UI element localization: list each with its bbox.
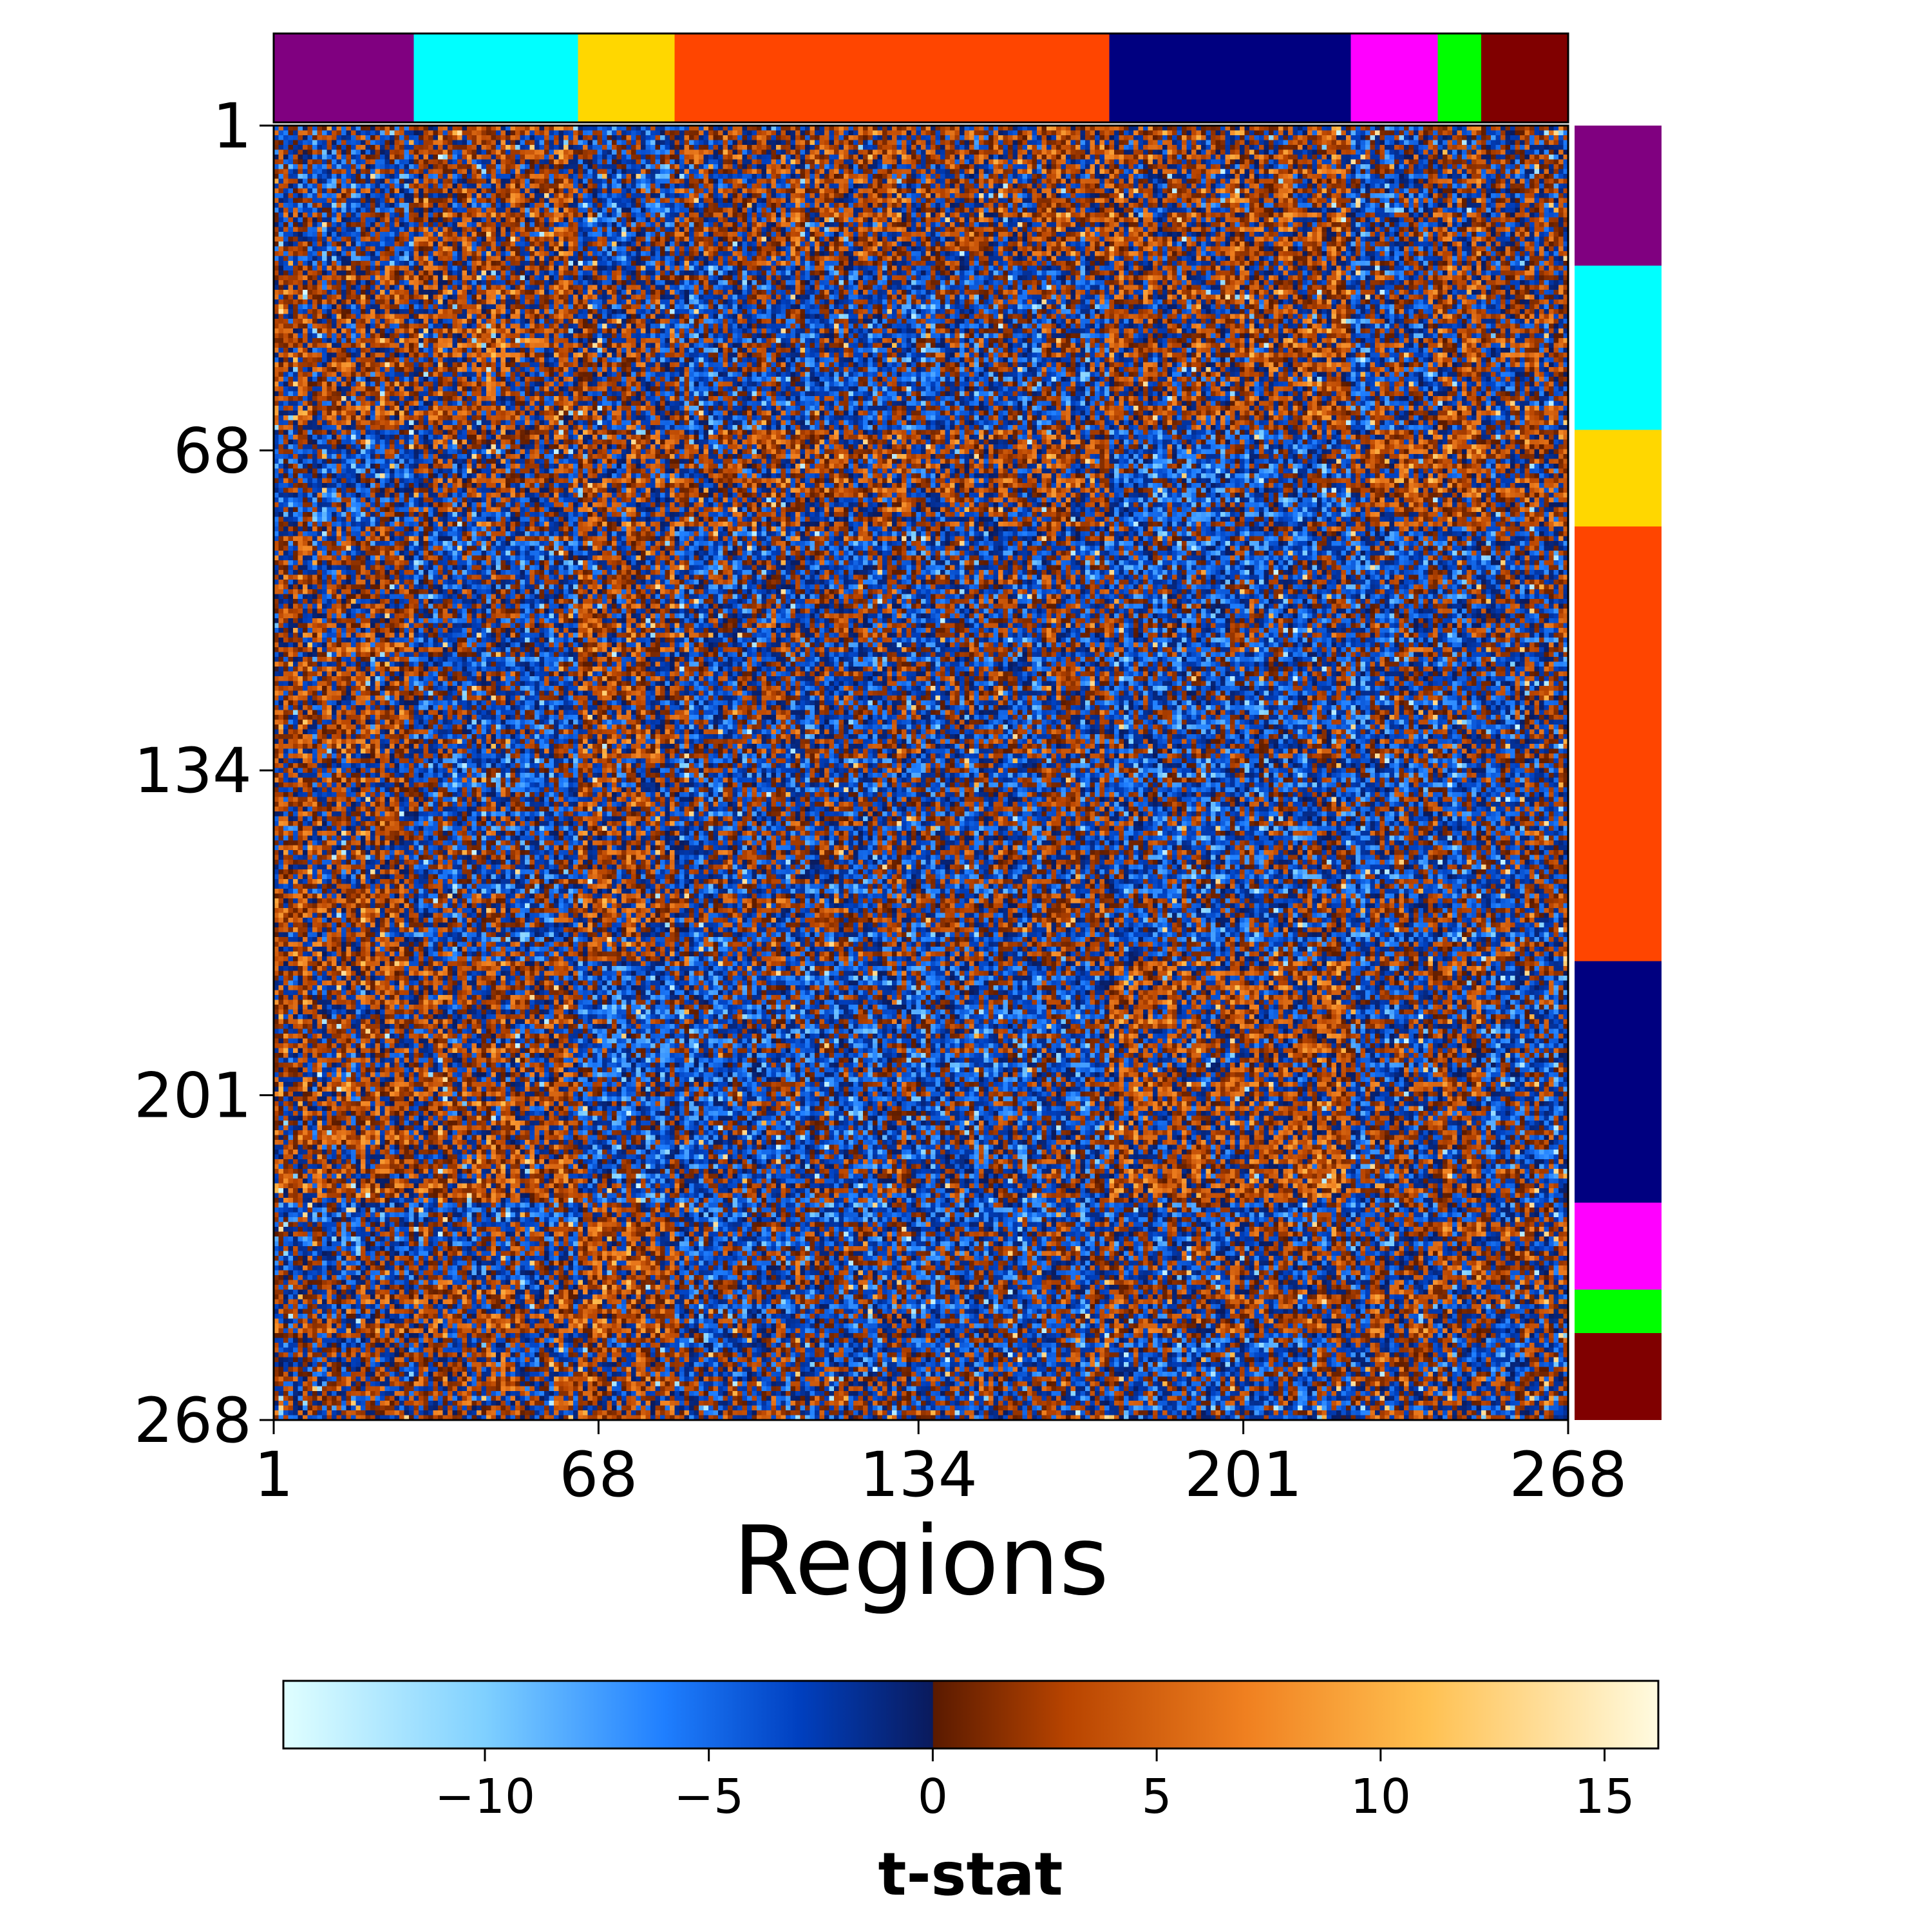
network-side-segment-5: [1575, 961, 1662, 1203]
colorbar-tick-label: 0: [918, 1769, 948, 1824]
x-tick-label: 268: [1509, 1439, 1627, 1511]
heatmap-frame: [272, 124, 1569, 1421]
network-bar-top-frame: [272, 32, 1569, 124]
y-axis: 1 68 134 201 268: [134, 90, 274, 1457]
y-tick-label: 134: [134, 735, 252, 807]
x-tick-label: 68: [559, 1439, 638, 1511]
y-tick-label: 68: [173, 415, 252, 487]
colorbar-tick-label: −5: [674, 1769, 744, 1824]
network-top-segment-8: [1481, 33, 1568, 122]
colorbar-tick-label: 5: [1142, 1769, 1172, 1824]
network-top-segment-1: [274, 33, 414, 122]
x-tick-label: 201: [1184, 1439, 1302, 1511]
colorbar-tick-label: 15: [1574, 1769, 1634, 1824]
network-side-segment-8: [1575, 1333, 1662, 1420]
network-top-segment-7: [1437, 33, 1481, 122]
y-tick-label: 268: [134, 1385, 252, 1457]
x-tick-label: 134: [860, 1439, 978, 1511]
network-side-segment-1: [1575, 126, 1662, 266]
network-top-segment-4: [674, 33, 1110, 122]
network-top-segment-3: [578, 33, 675, 122]
y-tick-label: 201: [134, 1060, 252, 1132]
x-axis: 1 68 134 201 268: [254, 1420, 1627, 1511]
network-side-segment-6: [1575, 1202, 1662, 1290]
colorbar-tick-label: −10: [435, 1769, 535, 1824]
colorbar-tick-label: 10: [1350, 1769, 1411, 1824]
y-tick-label: 1: [213, 90, 252, 162]
x-axis-label: Regions: [733, 1506, 1109, 1616]
network-top-segment-2: [413, 33, 578, 122]
network-top-segment-6: [1350, 33, 1438, 122]
network-side-segment-4: [1575, 526, 1662, 961]
colorbar-label: t-stat: [878, 1840, 1063, 1909]
colorbar-ticks: −10 −5 0 5 10 15: [435, 1748, 1635, 1824]
network-side-segment-3: [1575, 430, 1662, 527]
network-bar-right: [1575, 126, 1662, 1420]
heatmap-matrix: [274, 126, 1568, 1420]
network-top-segment-5: [1109, 33, 1351, 122]
network-side-segment-7: [1575, 1289, 1662, 1333]
colorbar: [282, 1680, 1660, 1750]
x-tick-label: 1: [254, 1439, 293, 1511]
network-bar-top: [272, 32, 1569, 124]
network-side-segment-2: [1575, 265, 1662, 430]
